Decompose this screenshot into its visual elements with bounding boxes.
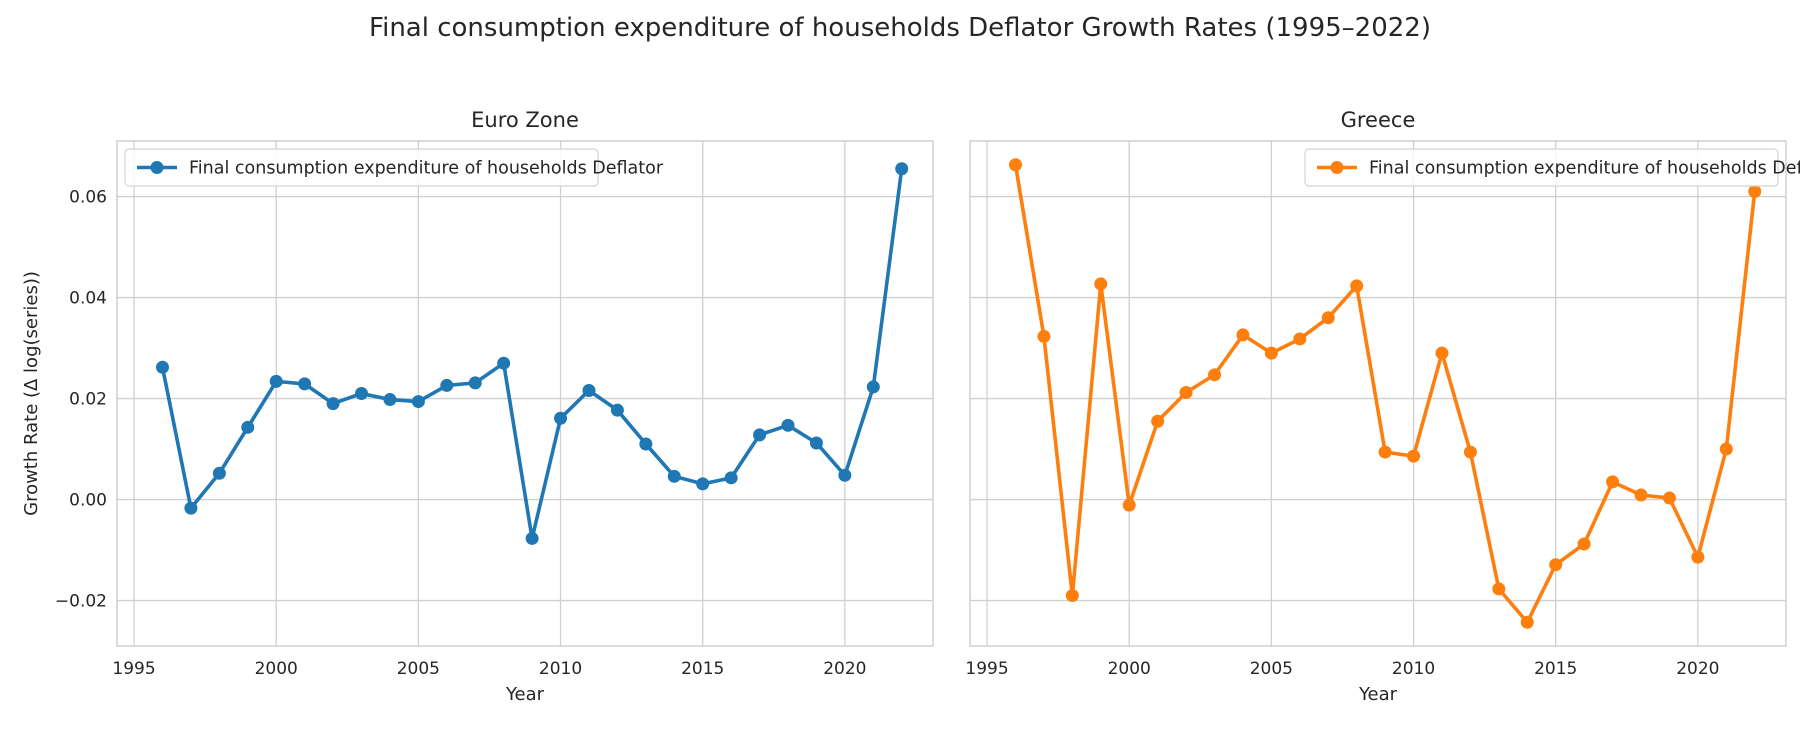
euro-zone-data-point [440,378,454,392]
euro-zone-data-point [895,162,909,176]
euro-zone-legend-label: Final consumption expenditure of househo… [189,159,664,179]
greece-data-point [1691,550,1705,564]
euro-zone-data-point [610,403,624,417]
greece-data-point [1208,368,1222,382]
greece-panel: 1995 2000 2005 2010 2015 2020 Greece Year Final … [965,108,1800,705]
greece-series-line [1013,162,1757,625]
euro-zone-legend-marker [150,161,164,174]
greece-xtick-label: 2015 [1534,659,1577,679]
euro-zone-data-point [298,377,312,391]
greece-xtick-label: 2020 [1676,659,1719,679]
greece-data-point [1748,185,1762,198]
euro-zone-data-point [468,376,482,390]
euro-zone-panel: 1995 2000 2005 2010 2015 2020 −0.02 0.00 0.02 0.0… [21,108,934,705]
greece-xtick-label: 1995 [965,659,1008,679]
euro-zone-data-point [639,437,653,451]
greece-data-point [1321,311,1335,325]
euro-zone-data-point [212,466,226,480]
euro-zone-series-line [160,166,904,541]
euro-zone-data-point [554,411,568,425]
greece-data-point [1350,279,1364,293]
greece-data-point [1435,346,1449,360]
euro-zone-axes-frame [116,140,934,647]
figure-suptitle: Final consumption expenditure of househo… [369,13,1431,43]
greece-data-point [1179,385,1193,399]
euro-zone-xtick-label: 2015 [681,659,724,679]
euro-zone-data-point [696,477,710,491]
euro-zone-data-point [838,468,852,482]
greece-data-point [1094,277,1108,291]
greece-title: Greece [1341,108,1416,132]
euro-zone-data-point [326,397,340,411]
greece-legend-marker [1330,161,1344,174]
euro-zone-data-point [753,428,767,442]
greece-data-point [1577,537,1591,551]
greece-data-point [1662,491,1676,505]
greece-data-point [1492,582,1506,596]
greece-data-point [1122,498,1136,512]
greece-data-point [1008,158,1022,172]
euro-zone-legend: Final consumption expenditure of househo… [124,148,664,187]
euro-zone-data-point [241,420,255,434]
greece-data-point [1463,445,1477,459]
greece-data-point [1634,488,1648,502]
euro-zone-data-point [724,471,738,485]
greece-data-point [1549,558,1563,572]
greece-legend: Final consumption expenditure of househo… [1304,148,1800,187]
euro-zone-title: Euro Zone [471,108,579,132]
greece-data-point [1264,346,1278,360]
greece-xtick-label: 2005 [1250,659,1293,679]
greece-data-point [1065,589,1079,602]
euro-zone-data-point [383,393,397,407]
euro-zone-xtick-label: 1995 [112,659,155,679]
greece-xtick-label: 2000 [1108,659,1151,679]
euro-zone-xtick-label: 2000 [255,659,298,679]
greece-data-point [1719,442,1733,456]
euro-zone-data-point [809,436,823,450]
euro-zone-xtick-label: 2005 [397,659,440,679]
greece-data-point [1236,328,1250,342]
euro-zone-data-point [184,501,198,515]
greece-data-point [1151,414,1165,428]
greece-xtick-label: 2010 [1392,659,1435,679]
greece-data-point [1293,332,1307,346]
euro-zone-ytick-label: 0.00 [69,491,107,511]
greece-data-point [1378,445,1392,459]
euro-zone-ytick-label: 0.04 [69,289,107,309]
euro-zone-data-point [269,374,283,388]
euro-zone-data-point [355,387,369,400]
euro-zone-data-point [866,380,880,394]
greece-data-point [1407,449,1421,463]
euro-zone-ytick-label: 0.02 [69,390,107,410]
greece-data-point [1520,615,1534,629]
euro-zone-ylabel: Growth Rate (Δ log(series)) [21,271,42,516]
euro-zone-data-point [781,418,795,432]
euro-zone-xlabel: Year [505,684,545,705]
euro-zone-ytick-label: −0.02 [55,592,107,612]
greece-data-point [1606,475,1620,489]
greece-data-point [1037,329,1051,343]
greece-axes-frame [969,140,1787,647]
euro-zone-data-point [497,356,511,370]
euro-zone-data-point [411,395,425,409]
euro-zone-xtick-label: 2020 [823,659,866,679]
euro-zone-xtick-label: 2010 [539,659,582,679]
euro-zone-data-point [667,469,681,483]
euro-zone-data-point [525,531,539,545]
euro-zone-data-point [155,360,169,374]
greece-xlabel: Year [1358,684,1398,705]
euro-zone-data-point [582,383,596,397]
greece-legend-label: Final consumption expenditure of househo… [1369,159,1800,179]
euro-zone-ytick-label: 0.06 [69,188,107,208]
